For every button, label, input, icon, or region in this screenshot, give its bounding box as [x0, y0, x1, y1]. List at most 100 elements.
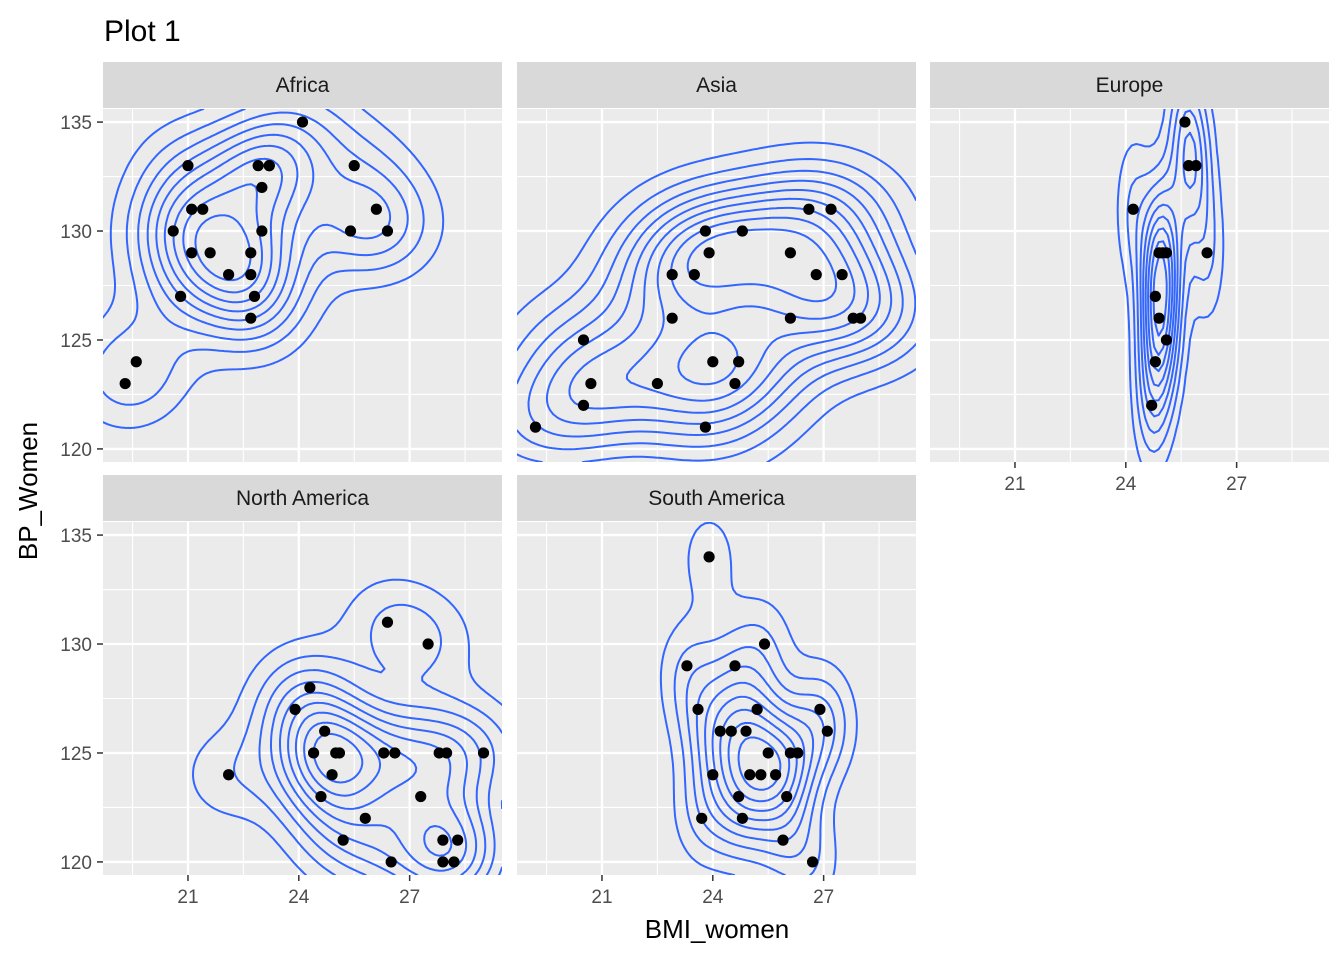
scatter-point: [337, 834, 349, 846]
scatter-point: [422, 638, 434, 650]
y-tick-label: 120: [60, 853, 92, 874]
density-contour-line: [270, 680, 487, 875]
scatter-point: [1149, 356, 1161, 368]
scatter-point: [174, 290, 187, 302]
scatter-point: [348, 160, 360, 172]
scatter-point: [681, 660, 693, 672]
scatter-point: [385, 856, 397, 868]
density-contour-line: [294, 711, 453, 857]
scatter-point: [440, 747, 453, 759]
facet-panel: Europe 21 24 27: [930, 62, 1329, 495]
scatter-point: [777, 834, 789, 846]
scatter-point: [703, 247, 715, 259]
scatter-point: [692, 703, 704, 715]
density-contour-line: [303, 721, 382, 797]
density-contour-line: [1144, 215, 1176, 387]
density-contour-line: [704, 681, 815, 831]
scatter-point: [223, 269, 235, 281]
facet-strip-label: Africa: [276, 74, 330, 97]
scatter-point: [762, 747, 774, 759]
scatter-point: [315, 790, 327, 803]
facet-strip-label: Asia: [696, 74, 737, 97]
x-tick-label: 24: [702, 887, 724, 908]
density-contour-line: [727, 721, 791, 803]
scatter-point: [577, 399, 590, 411]
scatter-point: [256, 181, 268, 194]
scatter-point: [758, 638, 771, 650]
facet-panel: Africa 120 125 130 135: [60, 62, 502, 462]
scatter-point: [688, 269, 700, 281]
density-contour-line: [517, 169, 916, 451]
facet-panel: South America 21 24 27: [517, 475, 916, 908]
density-contour-line: [568, 197, 881, 414]
x-tick-label: 24: [1115, 474, 1137, 495]
x-tick-label: 21: [177, 887, 198, 908]
scatter-point: [740, 725, 752, 737]
facet-panel: North America 120 125 130 135 21 24 27: [60, 475, 502, 908]
scatter-point: [319, 725, 331, 737]
density-contours: [192, 578, 502, 875]
density-contour-line: [103, 109, 425, 406]
scatter-point: [699, 225, 712, 237]
scatter-point: [186, 247, 198, 259]
density-contour-line: [659, 522, 858, 875]
scatter-point: [415, 790, 427, 803]
scatter-point: [744, 769, 756, 781]
scatter-point: [810, 269, 822, 281]
scatter-point: [197, 203, 209, 215]
scatter-point: [477, 747, 490, 759]
density-contours: [1116, 109, 1225, 462]
x-axis-title: BMI_women: [645, 914, 790, 944]
density-contour-line: [163, 144, 299, 313]
scatter-point: [263, 160, 275, 172]
scatter-point: [770, 769, 782, 781]
scatter-point: [370, 203, 382, 215]
scatter-point: [245, 247, 257, 259]
scatter-point: [806, 856, 819, 868]
scatter-point: [1160, 334, 1173, 346]
scatter-point: [204, 247, 216, 259]
scatter-point: [359, 812, 371, 824]
x-tick-label: 21: [1004, 474, 1025, 495]
scatter-point: [381, 616, 394, 628]
chart-title: Plot 1: [104, 15, 181, 48]
scatter-point: [1160, 247, 1173, 259]
scatter-point: [836, 269, 848, 281]
scatter-point: [304, 682, 316, 694]
x-tick-label: 27: [399, 887, 420, 908]
scatter-point: [1201, 247, 1213, 259]
scatter-point: [289, 703, 301, 715]
scatter-point: [736, 225, 748, 237]
facet-strip: [517, 475, 916, 521]
scatter-point: [736, 812, 748, 824]
scatter-point: [781, 790, 793, 803]
scatter-point: [1190, 160, 1202, 172]
scatter-point: [1179, 116, 1191, 128]
density-contour-line: [1116, 109, 1225, 462]
y-tick-label: 125: [60, 331, 92, 352]
scatter-point: [389, 747, 401, 759]
scatter-point: [248, 290, 261, 302]
y-tick-label: 135: [60, 113, 92, 134]
facet-strip: [930, 62, 1329, 108]
density-contour-line: [287, 701, 468, 872]
facet-panel: Asia: [517, 62, 916, 462]
y-tick-label: 135: [60, 526, 92, 547]
scatter-point: [666, 269, 678, 281]
density-contour-line: [685, 646, 836, 859]
scatter-point: [651, 377, 663, 390]
facet-strip: [103, 62, 502, 108]
scatter-point: [437, 834, 449, 846]
density-contour-line: [517, 158, 916, 462]
scatter-point: [784, 247, 796, 259]
scatter-point: [854, 312, 867, 324]
y-tick-label: 120: [60, 440, 92, 461]
density-contour-line: [192, 578, 502, 875]
x-tick-label: 21: [591, 887, 612, 908]
scatter-point: [119, 377, 131, 390]
scatter-point: [381, 225, 394, 237]
scatter-point: [755, 769, 767, 781]
y-tick-label: 130: [60, 635, 92, 656]
scatter-point: [784, 312, 796, 324]
